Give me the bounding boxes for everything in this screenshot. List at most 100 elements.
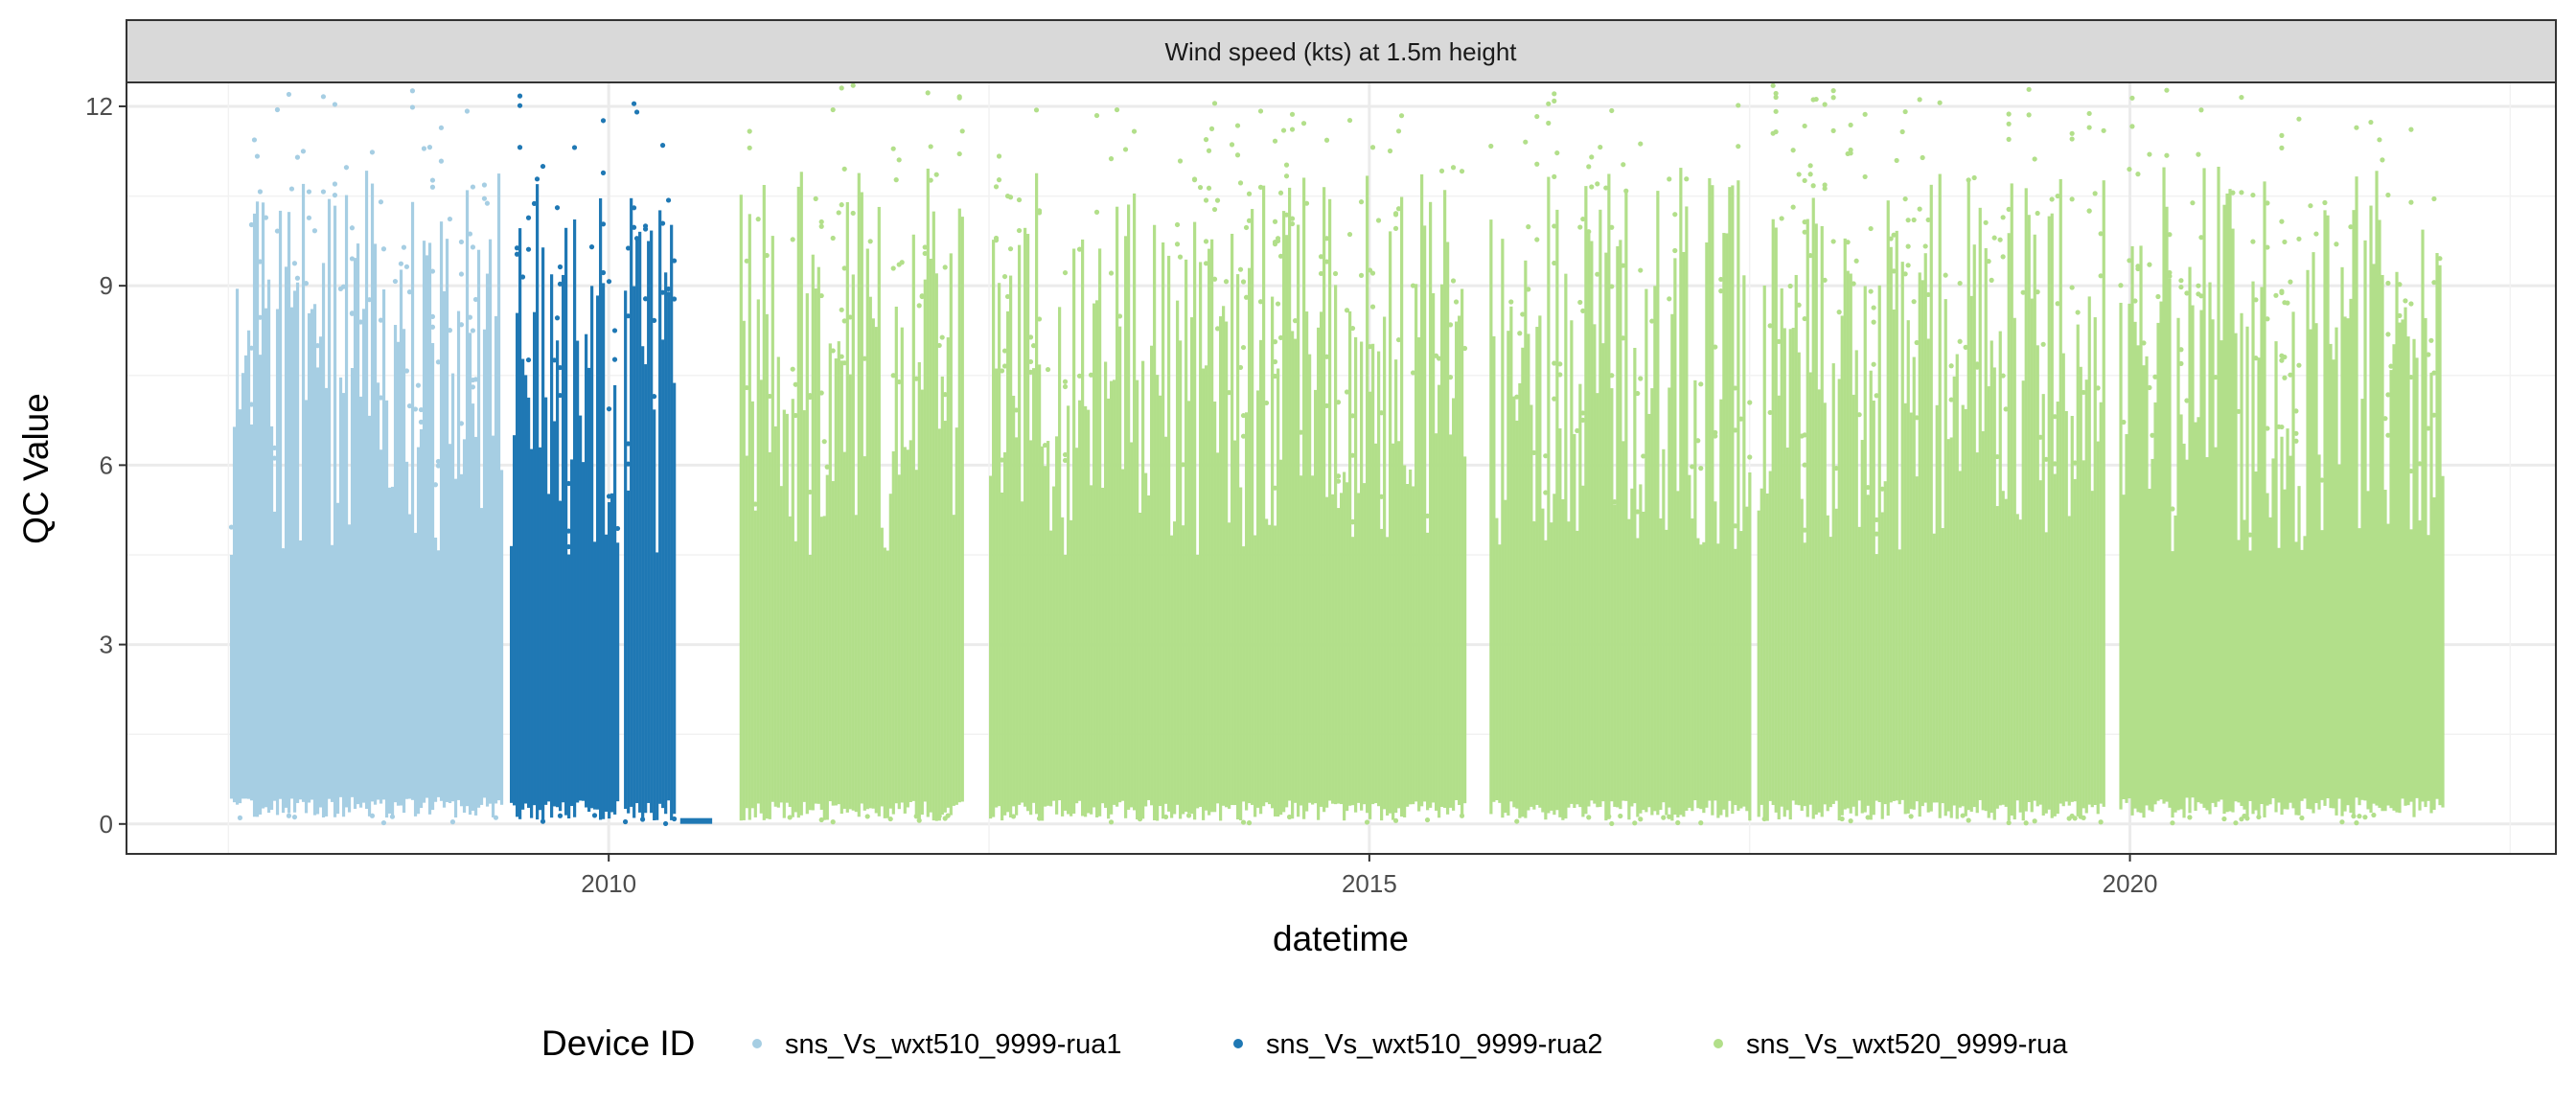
data-point	[1234, 123, 1241, 128]
data-point-column	[644, 364, 648, 814]
data-point	[2052, 414, 2058, 420]
data-point-column	[2122, 494, 2126, 800]
data-point	[659, 289, 666, 295]
data-point	[421, 146, 427, 151]
data-point-column	[1728, 187, 1732, 801]
data-point	[1292, 318, 1299, 324]
data-point-column	[238, 409, 242, 804]
data-point-column	[1918, 272, 1921, 817]
data-point-column	[1038, 364, 1042, 816]
data-point-column	[465, 190, 470, 807]
data-point-column	[1173, 521, 1177, 815]
data-point-column	[2352, 210, 2356, 815]
data-point	[1076, 373, 1083, 379]
data-point	[1675, 819, 1681, 826]
data-point-column	[1285, 235, 1289, 808]
data-point	[2339, 819, 2345, 825]
data-point-column	[2067, 516, 2071, 806]
data-point	[600, 170, 607, 175]
data-point	[591, 813, 598, 818]
data-point	[2026, 86, 2032, 92]
data-point	[1595, 271, 1600, 277]
data-point	[534, 176, 540, 182]
data-point	[1042, 442, 1048, 448]
data-point	[1289, 216, 1296, 221]
data-point	[787, 815, 793, 820]
data-point	[2049, 196, 2055, 202]
data-point-column	[1236, 274, 1240, 820]
data-point-column	[284, 266, 288, 808]
data-point	[2397, 312, 2403, 318]
data-point-column	[1670, 313, 1674, 821]
data-point-column	[2010, 183, 2013, 816]
data-point	[1580, 410, 1586, 416]
data-point-column	[1831, 363, 1835, 804]
data-point-column	[908, 440, 912, 803]
data-point	[1045, 366, 1051, 373]
data-point	[340, 284, 347, 289]
data-point-column	[1711, 185, 1714, 816]
data-point-column	[252, 213, 257, 817]
data-point	[1174, 242, 1181, 247]
data-point	[470, 328, 476, 334]
data-point-column	[2018, 519, 2022, 813]
data-point	[401, 244, 407, 250]
data-point-column	[1288, 187, 1292, 801]
data-point-column	[1394, 359, 1398, 814]
data-point-column	[261, 202, 265, 809]
data-point-column	[410, 201, 415, 800]
data-point	[2152, 374, 2158, 380]
data-point-column	[1110, 380, 1114, 815]
data-point-column	[2220, 340, 2223, 800]
data-point	[2285, 300, 2290, 306]
data-point	[1283, 173, 1290, 179]
data-point-column	[1320, 311, 1323, 807]
data-point-column	[992, 240, 996, 817]
data-point	[2069, 130, 2075, 136]
data-point	[2431, 196, 2437, 202]
data-point-column	[1984, 247, 1988, 812]
data-point	[1286, 814, 1293, 820]
data-point-column	[2283, 489, 2287, 810]
data-point-column	[379, 449, 383, 804]
data-point	[1349, 325, 1356, 332]
data-point	[1108, 270, 1115, 276]
data-point	[343, 165, 350, 171]
data-point	[2279, 145, 2285, 150]
data-point	[1609, 284, 1615, 289]
data-point-column	[1317, 327, 1321, 820]
data-point-column	[911, 234, 915, 801]
data-point-column	[1271, 296, 1275, 809]
data-point	[2006, 136, 2012, 142]
data-point-column	[2268, 517, 2272, 805]
data-point	[1007, 246, 1014, 252]
data-point	[942, 392, 948, 398]
data-point	[916, 817, 922, 823]
data-point	[1010, 814, 1017, 819]
data-point-column	[770, 236, 774, 802]
data-point-column	[2349, 298, 2353, 814]
data-point-column	[2205, 457, 2209, 811]
data-point-column	[1665, 529, 1668, 816]
data-point	[1767, 409, 1773, 416]
data-point-column	[2303, 536, 2307, 799]
data-point-column	[413, 533, 418, 816]
data-point-column	[883, 547, 886, 818]
data-point-column	[1650, 388, 1654, 816]
data-point-column	[516, 312, 519, 817]
data-point-column	[347, 524, 352, 813]
data-point-column	[2415, 357, 2419, 798]
data-point	[2408, 126, 2414, 132]
data-point	[2385, 432, 2391, 438]
data-point-column	[1866, 497, 1870, 806]
data-point-column	[1843, 238, 1847, 810]
data-point-column	[2179, 414, 2183, 810]
data-point-column	[396, 341, 401, 806]
data-point	[1966, 817, 1971, 823]
data-point	[1344, 308, 1350, 313]
data-point-column	[1032, 368, 1036, 803]
data-point-column	[891, 450, 895, 815]
data-point-column	[1826, 515, 1829, 812]
data-point	[2118, 283, 2124, 288]
data-point-column	[1274, 525, 1277, 816]
